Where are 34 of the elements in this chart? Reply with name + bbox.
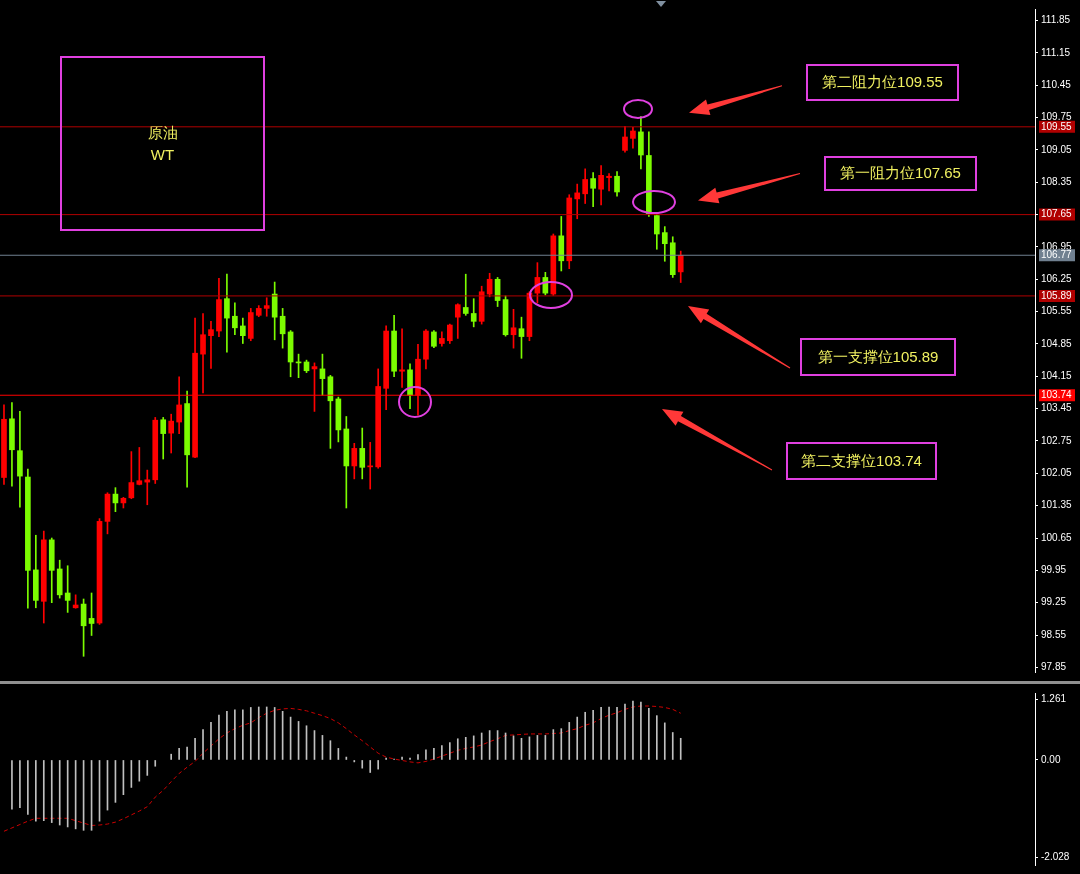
y-tick-label: 110.45 (1041, 78, 1072, 90)
y-tick-label: 98.55 (1041, 628, 1067, 640)
y-tick-label: 103.45 (1041, 402, 1073, 414)
y-tick-label: 0.00 (1041, 753, 1061, 765)
y-tick-label: 1.261 (1041, 692, 1067, 704)
y-tick-label: 104.15 (1041, 370, 1073, 382)
y-tick-label: 105.55 (1041, 305, 1073, 317)
ref-line-label: 106.77 (1041, 249, 1073, 261)
annotation: 原油 WT (60, 56, 265, 231)
y-tick-label: 104.85 (1041, 337, 1073, 349)
y-tick-label: 102.05 (1041, 467, 1073, 479)
y-tick-label: 99.25 (1041, 596, 1067, 608)
y-tick-label: 99.95 (1041, 564, 1067, 576)
y-tick-label: 97.85 (1041, 661, 1067, 673)
y-tick-label: 108.35 (1041, 176, 1073, 188)
y-tick-label: 106.25 (1041, 273, 1073, 285)
y-tick-label: 102.75 (1041, 434, 1073, 446)
y-tick-label: 107.65 (1041, 208, 1073, 220)
y-tick-label: 100.65 (1041, 531, 1073, 543)
annotation: 第一阻力位107.65 (824, 155, 977, 191)
line-series (3, 705, 682, 832)
y-tick-label: 101.35 (1041, 499, 1073, 511)
annotation: 第二阻力位109.55 (806, 63, 959, 101)
y-tick-label: 111.85 (1041, 14, 1071, 26)
y-tick-label: 111.15 (1041, 46, 1071, 58)
y-tick-label: 106.95 (1041, 240, 1073, 252)
annotation: 第二支撑位103.74 (786, 442, 937, 480)
y-tick-label: 109.75 (1041, 111, 1073, 123)
ref-line-label: 109.55 (1041, 120, 1073, 132)
annotation: 第一支撑位105.89 (800, 338, 956, 376)
ref-line-label: 103.74 (1041, 389, 1073, 400)
y-tick-label: -2.028 (1041, 851, 1070, 863)
ref-line-label: 105.89 (1041, 289, 1073, 301)
y-tick-label: 109.05 (1041, 143, 1073, 155)
